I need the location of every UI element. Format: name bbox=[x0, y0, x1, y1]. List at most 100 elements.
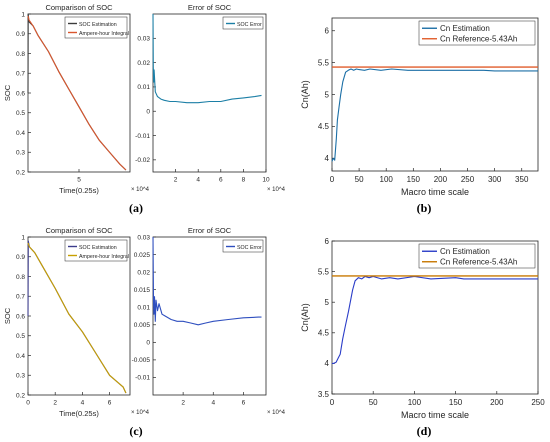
x-tick-label: 4 bbox=[211, 400, 215, 407]
y-tick-label: 0.8 bbox=[16, 51, 25, 58]
y-tick-label: 0.015 bbox=[134, 287, 151, 294]
legend-box bbox=[64, 239, 128, 262]
plot-frame bbox=[152, 13, 267, 173]
chart-c-left: 0 2 4 6 0.2 0.3 0.4 0.5 0.6 0.7 0.8 0.9 1 Comparison … bbox=[3, 226, 150, 418]
legend-label-2: Ampere-hour Integral bbox=[79, 254, 129, 260]
x-tick-label: 50 bbox=[355, 175, 364, 184]
x-tick-label: 200 bbox=[434, 175, 448, 184]
y-tick-label: 0.01 bbox=[137, 84, 150, 91]
x-tick-label: 50 bbox=[369, 398, 378, 407]
x-tick-label: 200 bbox=[490, 398, 504, 407]
x-tick-label: 4 bbox=[196, 177, 200, 184]
y-tick-label: -0.01 bbox=[135, 133, 150, 140]
y-tick-label: 0.7 bbox=[16, 71, 25, 78]
y-tick-label: 0.01 bbox=[137, 304, 150, 311]
y-tick-label: 5 bbox=[325, 90, 330, 99]
y-tick-label: 0.03 bbox=[137, 234, 150, 241]
y-tick-label: 0.005 bbox=[134, 322, 151, 329]
x-tick-label: 0 bbox=[330, 175, 335, 184]
series-line-2 bbox=[27, 242, 127, 394]
x-tick-label: 4 bbox=[81, 400, 85, 407]
plots-layer: 5 0.2 0.3 0.4 0.5 0.6 0.7 0.8 0.9 1 Comparison of … bbox=[3, 3, 545, 420]
y-tick-label: 1 bbox=[21, 11, 25, 18]
legend-label-2: Cn Reference-5.43Ah bbox=[440, 35, 517, 44]
y-tick-label: 5.5 bbox=[318, 58, 330, 67]
plot-frame bbox=[152, 236, 267, 396]
chart-d: 0 50 100 150 200 250 3.5 4 4.5 5 5.5 6 Macro time sc… bbox=[300, 237, 545, 420]
y-tick-label: 0.6 bbox=[16, 313, 25, 320]
chart-a-right: 2 4 6 8 10 -0.02 -0.01 0 0.01 0.02 0.03 Error of SO… bbox=[135, 3, 285, 193]
legend-label-1: SOC Error bbox=[237, 22, 262, 28]
caption-d: (d) bbox=[417, 424, 432, 438]
x-tick-label: 300 bbox=[488, 175, 502, 184]
x-tick-label: 2 bbox=[53, 400, 57, 407]
y-axis-label: SOC bbox=[3, 307, 12, 324]
legend-label-1: SOC Estimation bbox=[79, 245, 117, 251]
chart-c-right: 2 4 6 -0.01 -0.005 0 0.005 0.01 0.015 0.02 0.025 0.… bbox=[132, 226, 286, 416]
y-tick-label: 0.2 bbox=[16, 169, 25, 176]
y-tick-label: -0.005 bbox=[132, 357, 151, 364]
y-tick-label: 6 bbox=[325, 237, 330, 246]
y-tick-label: 0.8 bbox=[16, 274, 25, 281]
x-tick-label: 6 bbox=[219, 177, 223, 184]
legend-label-1: Cn Estimation bbox=[440, 247, 490, 256]
y-tick-label: 0.3 bbox=[16, 150, 25, 157]
caption-b: (b) bbox=[417, 201, 432, 215]
x-tick-label: 350 bbox=[515, 175, 529, 184]
y-tick-label: 0 bbox=[146, 340, 150, 347]
legend-label-1: SOC Error bbox=[237, 245, 262, 251]
y-tick-label: 4.5 bbox=[318, 122, 330, 131]
series-line-1 bbox=[332, 275, 538, 364]
x-exponent-label: × 10^4 bbox=[267, 410, 286, 416]
x-axis-label: Time(0.25s) bbox=[59, 186, 99, 195]
chart-title: Comparison of SOC bbox=[45, 3, 113, 12]
x-tick-label: 250 bbox=[461, 175, 475, 184]
legend-box bbox=[222, 239, 264, 253]
y-tick-label: 3.5 bbox=[318, 390, 330, 399]
y-axis-label: SOC bbox=[3, 84, 12, 101]
y-tick-label: 0.4 bbox=[16, 353, 25, 360]
y-tick-label: 0.02 bbox=[137, 269, 150, 276]
x-axis-label: Macro time scale bbox=[401, 187, 469, 197]
x-tick-label: 2 bbox=[174, 177, 178, 184]
y-tick-label: 5 bbox=[325, 298, 330, 307]
x-tick-label: 0 bbox=[330, 398, 335, 407]
chart-title: Error of SOC bbox=[188, 226, 232, 235]
x-axis-label: Time(0.25s) bbox=[59, 409, 99, 418]
plot-frame bbox=[27, 236, 131, 396]
y-tick-label: 4 bbox=[325, 154, 330, 163]
y-tick-label: 0 bbox=[146, 109, 150, 116]
legend-box bbox=[64, 16, 128, 39]
legend-box bbox=[418, 243, 536, 269]
legend-label-2: Ampere-hour Integral bbox=[79, 31, 129, 37]
y-tick-label: 4 bbox=[325, 359, 330, 368]
series-line-1 bbox=[152, 236, 262, 326]
x-exponent-label: × 10^4 bbox=[131, 410, 150, 416]
series-line-1 bbox=[152, 13, 262, 104]
y-tick-label: 4.5 bbox=[318, 329, 330, 338]
caption-c: (c) bbox=[129, 424, 142, 438]
legend-label-1: Cn Estimation bbox=[440, 24, 490, 33]
x-tick-label: 100 bbox=[408, 398, 422, 407]
y-axis-label: Cn(Ah) bbox=[300, 80, 310, 109]
y-tick-label: -0.01 bbox=[135, 375, 150, 382]
x-tick-label: 5 bbox=[77, 177, 81, 184]
chart-title: Comparison of SOC bbox=[45, 226, 113, 235]
legend-box bbox=[222, 16, 264, 30]
y-tick-label: 0.9 bbox=[16, 254, 25, 261]
chart-b: 0 50 100 150 200 250 300 350 4 4.5 5 5.5 6 Macro time… bbox=[300, 17, 539, 197]
legend-label-1: SOC Estimation bbox=[79, 22, 117, 28]
y-axis-label: Cn(Ah) bbox=[300, 303, 310, 332]
x-axis-label: Macro time scale bbox=[401, 410, 469, 420]
y-tick-label: 0.03 bbox=[137, 36, 150, 43]
x-tick-label: 8 bbox=[242, 177, 246, 184]
y-tick-label: 6 bbox=[325, 27, 330, 36]
x-exponent-label: × 10^4 bbox=[131, 187, 150, 193]
y-tick-label: 0.5 bbox=[16, 333, 25, 340]
y-tick-label: 0.7 bbox=[16, 294, 25, 301]
x-tick-label: 250 bbox=[531, 398, 545, 407]
y-tick-label: 0.3 bbox=[16, 373, 25, 380]
x-exponent-label: × 10^4 bbox=[267, 187, 286, 193]
y-tick-label: 5.5 bbox=[318, 267, 330, 276]
